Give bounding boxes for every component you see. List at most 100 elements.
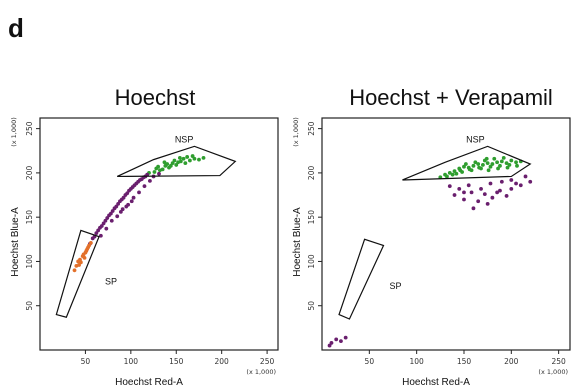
data-point [96, 228, 101, 233]
data-point [515, 163, 519, 168]
data-point [181, 156, 186, 161]
data-point [129, 199, 134, 204]
gate-label: NSP [175, 134, 194, 144]
data-point [183, 161, 188, 166]
data-point [490, 195, 495, 200]
data-point [495, 160, 500, 165]
data-point [498, 188, 502, 193]
data-point [509, 186, 514, 191]
data-point [496, 166, 500, 171]
x-tick-label: 250 [551, 357, 566, 366]
x-tick-label: 200 [504, 357, 519, 366]
panel-label: d [8, 13, 24, 43]
gate-label: SP [105, 276, 117, 286]
data-point [156, 164, 160, 169]
data-point [107, 213, 111, 218]
data-point [509, 178, 514, 182]
data-point [343, 335, 348, 340]
data-point [498, 163, 502, 168]
y-tick-label: 200 [307, 166, 316, 181]
data-point [476, 162, 481, 166]
data-point [128, 186, 133, 191]
x-tick-label: 150 [457, 357, 472, 366]
data-point [116, 201, 121, 206]
data-point [334, 337, 339, 342]
y-tick-label: 150 [25, 210, 34, 225]
y-tick-label: 100 [307, 254, 316, 269]
data-point [458, 168, 463, 173]
data-point [162, 160, 167, 165]
x-tick-label: 200 [215, 357, 230, 366]
x-multiplier: (x 1,000) [538, 368, 568, 376]
y-tick-label: 150 [307, 210, 316, 225]
data-point [445, 174, 449, 179]
data-point [77, 263, 81, 267]
data-point [507, 163, 512, 167]
data-point [339, 339, 343, 344]
data-point [462, 164, 466, 169]
data-point [509, 158, 514, 163]
data-point [454, 171, 459, 176]
data-point [82, 256, 87, 260]
x-tick-label: 150 [169, 357, 184, 366]
data-point [471, 163, 476, 168]
data-point [131, 195, 136, 200]
data-point [110, 209, 115, 213]
y-axis-label: Hoechst Blue-A [292, 207, 303, 277]
data-point [201, 155, 206, 160]
data-point [457, 186, 462, 191]
y-tick-label: 50 [25, 301, 34, 311]
data-point [190, 154, 195, 158]
data-point [101, 221, 106, 226]
data-point [120, 207, 125, 212]
data-point [114, 204, 119, 209]
y-multiplier: (x 1,000) [292, 117, 300, 147]
data-point [185, 155, 190, 159]
gate-nsp [116, 145, 237, 178]
gate-sp [55, 229, 100, 318]
chart-hoechst: Hoechst 50 100 150 200 250 50 100 150 200 250 Hoec… [10, 85, 279, 388]
data-point [484, 156, 489, 161]
gate-sp [338, 238, 385, 320]
data-point [466, 183, 471, 188]
data-point [485, 201, 490, 206]
x-tick-label: 50 [81, 357, 91, 366]
data-point [486, 168, 491, 173]
data-point [172, 158, 177, 163]
data-point [504, 161, 509, 166]
data-point [514, 181, 518, 186]
data-point [152, 170, 157, 174]
gate-label: SP [390, 281, 402, 291]
gate-label: NSP [466, 134, 485, 144]
data-point [105, 216, 110, 220]
data-point [72, 268, 77, 273]
data-point [469, 190, 474, 195]
data-point [452, 169, 457, 174]
plot-frame [39, 117, 279, 351]
chart-title: Hoechst [115, 85, 196, 110]
data-point [76, 259, 81, 264]
data-point [452, 193, 457, 197]
data-point [137, 190, 141, 195]
data-point [488, 164, 493, 169]
data-point [482, 192, 487, 197]
data-point [490, 162, 495, 166]
data-point [447, 171, 452, 175]
data-point [463, 162, 468, 166]
data-point [136, 179, 141, 184]
x-tick-label: 100 [124, 357, 139, 366]
data-point [139, 177, 144, 181]
data-point [481, 163, 485, 167]
data-point [132, 183, 137, 188]
data-point [187, 158, 192, 163]
data-point [467, 167, 472, 172]
data-point [462, 190, 466, 195]
data-point [462, 197, 466, 202]
y-tick-label: 250 [25, 121, 34, 136]
data-point [165, 162, 170, 166]
data-point [499, 179, 504, 184]
x-tick-label: 100 [409, 357, 424, 366]
data-point [499, 159, 504, 164]
gate-nsp [402, 145, 532, 181]
